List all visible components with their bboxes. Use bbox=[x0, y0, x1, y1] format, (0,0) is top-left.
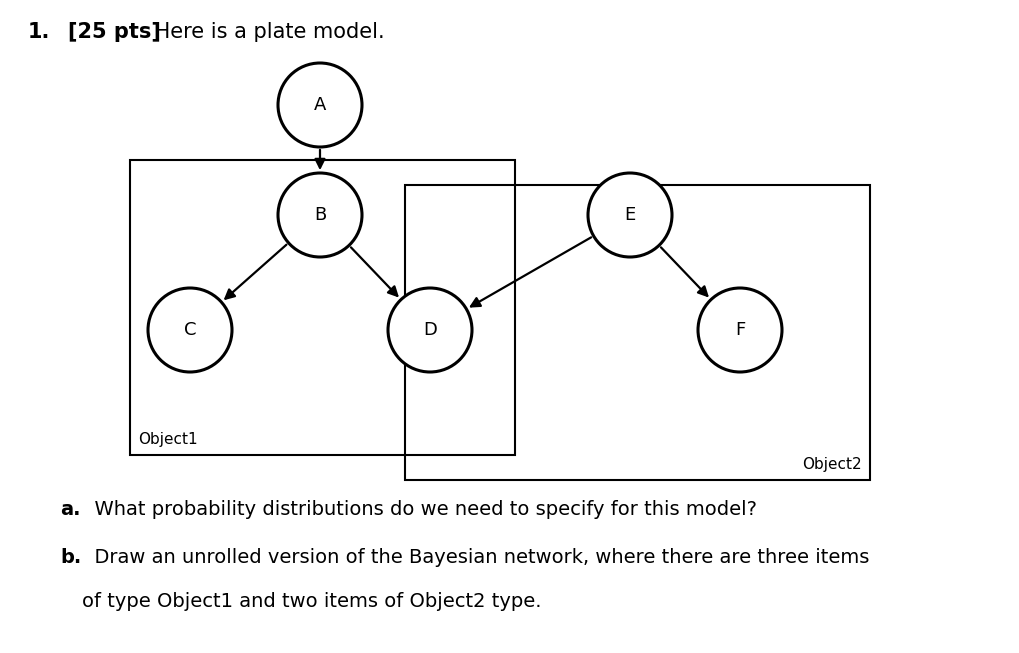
Text: A: A bbox=[314, 96, 326, 114]
Ellipse shape bbox=[388, 288, 472, 372]
Ellipse shape bbox=[278, 173, 362, 257]
Text: D: D bbox=[423, 321, 437, 339]
Text: E: E bbox=[625, 206, 636, 224]
Text: of type Object1 and two items of Object2 type.: of type Object1 and two items of Object2… bbox=[82, 592, 541, 611]
Bar bbox=[405, 185, 870, 480]
Text: Draw an unrolled version of the Bayesian network, where there are three items: Draw an unrolled version of the Bayesian… bbox=[82, 548, 869, 567]
Text: [25 pts]: [25 pts] bbox=[68, 22, 161, 42]
Bar bbox=[130, 160, 515, 455]
Text: a.: a. bbox=[60, 500, 81, 519]
Text: What probability distributions do we need to specify for this model?: What probability distributions do we nee… bbox=[82, 500, 757, 519]
Text: Object1: Object1 bbox=[138, 432, 198, 447]
Ellipse shape bbox=[148, 288, 232, 372]
Ellipse shape bbox=[278, 63, 362, 147]
Text: B: B bbox=[314, 206, 326, 224]
Ellipse shape bbox=[588, 173, 672, 257]
Text: C: C bbox=[183, 321, 197, 339]
Text: 1.: 1. bbox=[28, 22, 50, 42]
Text: Here is a plate model.: Here is a plate model. bbox=[148, 22, 384, 42]
Ellipse shape bbox=[698, 288, 782, 372]
Text: b.: b. bbox=[60, 548, 82, 567]
Text: Object2: Object2 bbox=[802, 457, 862, 472]
Text: F: F bbox=[735, 321, 745, 339]
